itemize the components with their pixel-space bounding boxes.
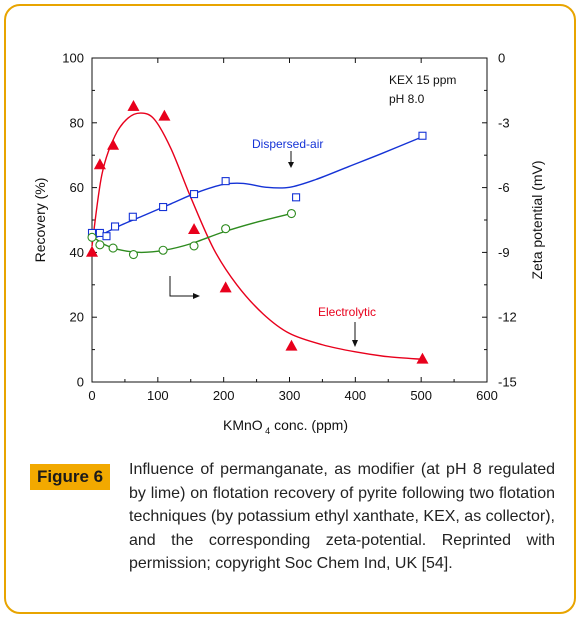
- chart: 0 100 200 300 400 500 600 0 20 40 60 80 100 -15 -12 -9 -…: [32, 51, 545, 437]
- dispersed-air-label: Dispersed-air: [252, 137, 323, 151]
- dispersed-air-point: [221, 177, 230, 186]
- zeta-point: [286, 208, 297, 219]
- dispersed-air-point: [110, 222, 120, 231]
- chart-marks: [85, 99, 429, 364]
- x-tick-label: 0: [88, 388, 95, 403]
- chart-labels: 0 100 200 300 400 500 600 0 20 40 60 80 100 -15 -12 -9 -…: [32, 51, 545, 437]
- chart-axes: [91, 57, 488, 383]
- y2-tick-label: -6: [498, 180, 510, 195]
- zeta-point: [189, 241, 199, 251]
- electrolytic-label: Electrolytic: [318, 305, 376, 319]
- zeta-point: [108, 243, 118, 253]
- dispersed-air-point: [418, 131, 427, 140]
- electrolytic-point: [93, 158, 106, 170]
- zeta-point: [158, 245, 168, 255]
- y-tick-label: 80: [70, 115, 84, 130]
- y2-tick-label: -15: [498, 375, 517, 390]
- electrolytic-point: [85, 245, 99, 257]
- electrolytic-point: [219, 281, 232, 293]
- caption-text: Influence of permanganate, as modifier (…: [129, 461, 555, 572]
- electrolytic-point: [416, 352, 429, 364]
- y2-tick-label: 0: [498, 51, 505, 66]
- dispersed-air-point: [102, 232, 111, 241]
- zeta-point: [128, 250, 139, 260]
- electrolytic-point: [188, 223, 201, 235]
- y-tick-label: 0: [77, 375, 84, 390]
- figure-label: Figure 6: [30, 464, 111, 490]
- y2-axis-label: Zeta potential (mV): [529, 160, 545, 279]
- x-tick-label: 400: [344, 388, 366, 403]
- dispersed-air-point: [189, 190, 199, 199]
- y-tick-label: 40: [70, 245, 84, 260]
- electrolytic-point: [107, 138, 120, 150]
- dispersed-air-point: [292, 193, 301, 202]
- electrolytic-point: [127, 99, 140, 111]
- zeta-axis-arrow: [169, 276, 196, 297]
- electrolytic-point: [158, 109, 171, 121]
- x-tick-label: 200: [213, 388, 235, 403]
- zeta-point: [221, 224, 231, 234]
- annotation-kex: KEX 15 ppm: [389, 73, 456, 87]
- y-tick-label: 20: [70, 310, 84, 325]
- dispersed-air-point: [95, 228, 104, 238]
- x-axis-label: KMnO 4 conc. (ppm): [223, 417, 348, 436]
- x-tick-label: 600: [476, 388, 498, 403]
- dispersed-air-arrowhead: [288, 162, 294, 168]
- electrolytic-point: [285, 339, 298, 351]
- y2-tick-label: -12: [498, 310, 517, 325]
- figure-caption: Figure 6 Influence of permanganate, as m…: [30, 458, 555, 576]
- y-tick-label: 100: [62, 51, 84, 66]
- y-axis-label: Recovery (%): [32, 178, 48, 263]
- zeta-point: [87, 232, 97, 242]
- x-tick-label: 100: [147, 388, 169, 403]
- zeta-axis-arrowhead: [193, 293, 200, 299]
- x-tick-label: 500: [410, 388, 432, 403]
- annotation-ph: pH 8.0: [389, 92, 425, 106]
- y-tick-label: 60: [70, 180, 84, 195]
- dispersed-air-curve: [91, 136, 423, 241]
- y2-tick-label: -3: [498, 115, 510, 130]
- dispersed-air-point: [128, 212, 137, 221]
- zeta-point: [95, 240, 105, 250]
- electrolytic-curve: [91, 112, 423, 361]
- figure-frame: [4, 4, 576, 614]
- electrolytic-arrowhead: [352, 340, 358, 347]
- y2-tick-label: -9: [498, 245, 510, 260]
- x-tick-label: 300: [279, 388, 301, 403]
- dispersed-air-point: [159, 202, 168, 212]
